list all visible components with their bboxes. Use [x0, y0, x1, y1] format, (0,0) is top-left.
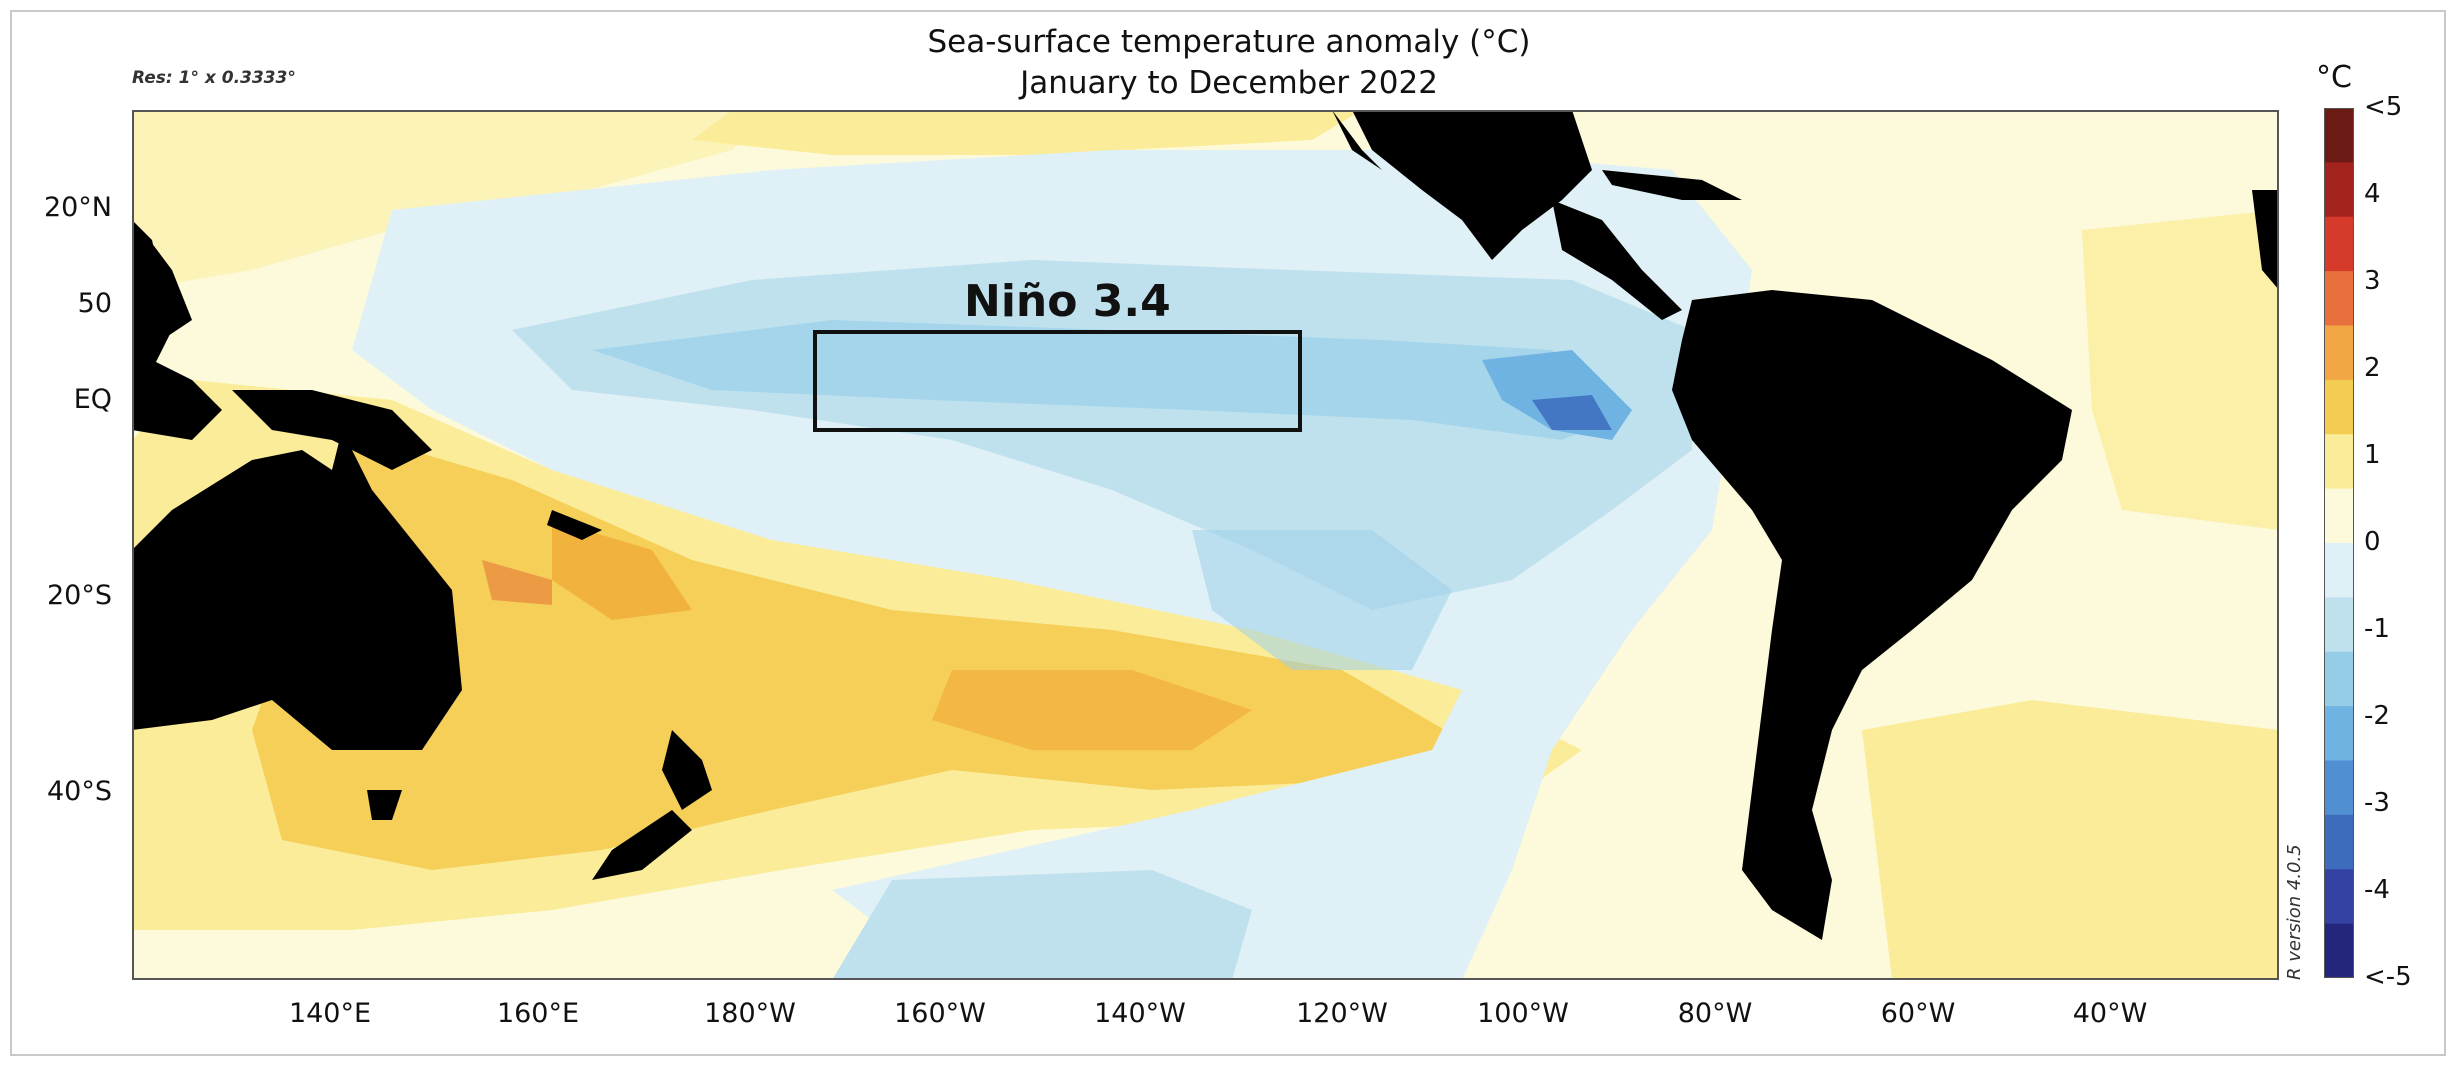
colorbar-unit: °C — [2316, 60, 2352, 95]
title-line-1: Sea-surface temperature anomaly (°C) — [927, 24, 1531, 60]
colorbar-tick-label: -3 — [2364, 788, 2390, 818]
colorbar-swatch — [2324, 434, 2354, 490]
lat-label: 40°S — [47, 776, 112, 807]
colorbar-swatch — [2324, 162, 2354, 218]
lat-label: 50 — [77, 288, 112, 319]
land-australia — [132, 430, 462, 750]
lat-label: 20°S — [47, 580, 112, 611]
cool-deep-coast — [1532, 395, 1612, 430]
colorbar-swatch — [2324, 923, 2354, 978]
land-north-america — [1352, 110, 1592, 260]
colorbar-tick-label: -4 — [2364, 875, 2390, 905]
land-borneo — [132, 350, 222, 440]
warm-patch-north-top — [692, 110, 1362, 155]
warm-patch-south-atlantic — [1862, 700, 2279, 980]
figure-frame — [10, 10, 2446, 1056]
colorbar-swatch — [2324, 543, 2354, 598]
lon-label: 160°W — [894, 998, 986, 1029]
lon-label: 140°W — [1094, 998, 1186, 1029]
lon-label: 180°W — [704, 998, 796, 1029]
r-version-label: R version 4.0.5 — [2284, 844, 2305, 980]
lon-label: 140°E — [288, 998, 372, 1029]
colorbar-tick-label: <5 — [2364, 92, 2403, 122]
warm-hot-spot — [482, 560, 552, 605]
colorbar-swatch — [2324, 488, 2354, 544]
title-line-2: January to December 2022 — [1020, 65, 1438, 101]
colorbar-tick-label: -1 — [2364, 614, 2390, 644]
colorbar-swatch — [2324, 108, 2354, 163]
colorbar-tick-label: 4 — [2364, 179, 2381, 209]
cool-patch-south — [832, 870, 1252, 980]
colorbar-tick-label: 3 — [2364, 266, 2381, 296]
land-philippines — [142, 230, 192, 340]
colorbar-tick-label: -2 — [2364, 701, 2390, 731]
warm-dark-central — [932, 670, 1252, 750]
lon-label: 80°W — [1677, 998, 1753, 1029]
colorbar — [2324, 108, 2354, 978]
colorbar-tick-label: <-5 — [2364, 962, 2412, 992]
lon-label: 40°W — [2072, 998, 2148, 1029]
resolution-label: Res: 1° x 0.3333° — [132, 68, 296, 88]
land-cuba — [1602, 170, 1742, 200]
lat-label: EQ — [73, 384, 112, 415]
cool-mid-tongue — [592, 320, 1632, 440]
lon-label: 160°E — [496, 998, 580, 1029]
colorbar-border — [2324, 108, 2354, 978]
colorbar-tick-label: 0 — [2364, 527, 2381, 557]
warm-patch-north-west — [132, 110, 772, 290]
sst-anomaly-map — [132, 110, 2279, 980]
colorbar-swatch — [2324, 869, 2354, 925]
nino34-box — [813, 330, 1302, 432]
land-tasmania — [367, 790, 402, 820]
land-new-zealand-north — [662, 730, 712, 810]
warm-patch-east-atlantic — [2082, 210, 2279, 530]
map-border — [132, 110, 2279, 980]
cool-patch-central-south — [1192, 530, 1452, 670]
nino34-label: Niño 3.4 — [964, 276, 1171, 327]
land-new-guinea — [232, 390, 432, 470]
land-africa-edge — [2252, 190, 2279, 290]
colorbar-swatch — [2324, 706, 2354, 761]
warm-dark-fiji — [552, 520, 692, 620]
colorbar-swatch — [2324, 651, 2354, 707]
lon-label: 60°W — [1880, 998, 1956, 1029]
colorbar-swatch — [2324, 814, 2354, 870]
lon-label: 120°W — [1296, 998, 1388, 1029]
colorbar-swatch — [2324, 597, 2354, 653]
colorbar-swatch — [2324, 760, 2354, 816]
land-central-america — [1552, 200, 1682, 320]
colorbar-tick-label: 1 — [2364, 440, 2381, 470]
colorbar-swatch — [2324, 325, 2354, 381]
colorbar-swatch — [2324, 271, 2354, 326]
lat-label: 20°N — [43, 192, 112, 223]
colorbar-swatch — [2324, 379, 2354, 435]
land-new-zealand-south — [592, 810, 692, 880]
colorbar-swatch — [2324, 216, 2354, 272]
land-south-america — [1672, 290, 2072, 940]
map-title: Sea-surface temperature anomaly (°C) Jan… — [0, 22, 2458, 104]
lon-label: 100°W — [1477, 998, 1569, 1029]
land-solomon — [547, 510, 602, 540]
colorbar-tick-label: 2 — [2364, 353, 2381, 383]
land — [132, 110, 2279, 940]
